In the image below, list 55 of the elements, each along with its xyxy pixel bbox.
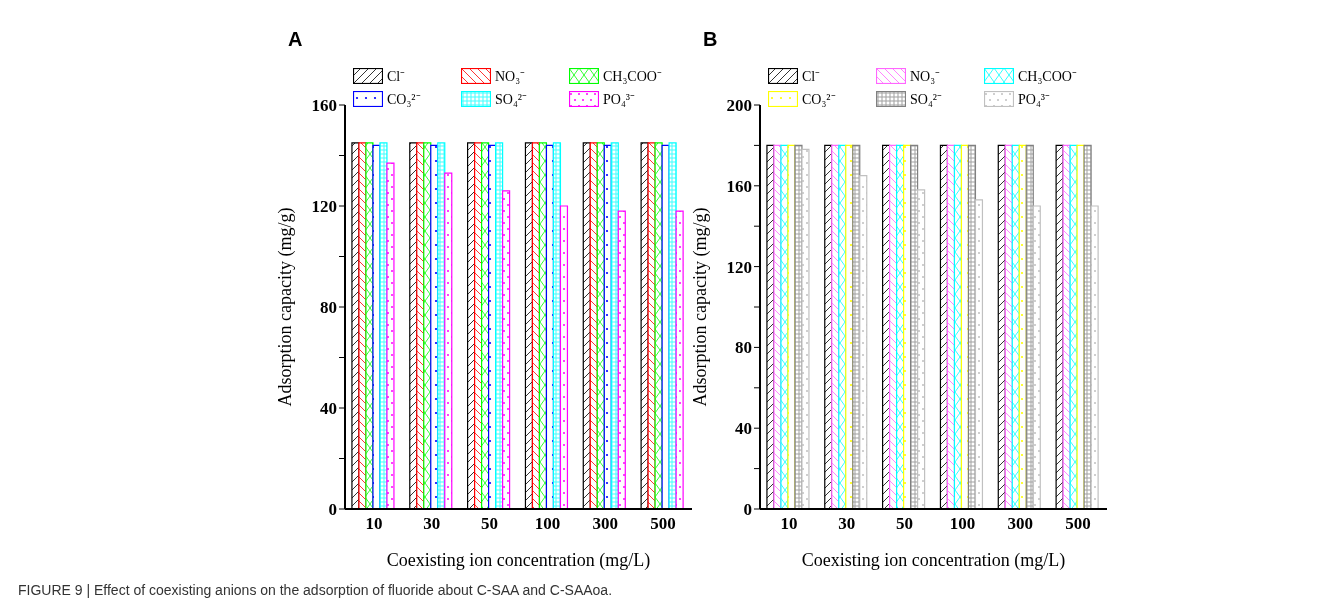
y-tick-label: 40 [320,399,337,419]
y-tick-label: 200 [726,96,752,116]
legend-label: CO₃²⁻ [387,91,421,108]
legend-label: CH₃COO⁻ [603,68,662,85]
x-tick-label: 50 [896,514,914,534]
bar [974,199,984,509]
y-axis-title: Adsorption capacity (mg/g) [690,207,712,407]
bar [917,189,926,509]
x-tick-label: 100 [534,514,561,534]
x-tick-label: 10 [780,514,798,534]
y-tick-label: 0 [743,500,752,520]
bar [801,148,810,509]
x-tick-label: 500 [650,514,676,534]
legend-label: NO₃⁻ [910,68,941,85]
legend-label: PO₄³⁻ [1018,91,1050,108]
legend-label: Cl⁻ [387,68,406,85]
x-axis-title: Coexisting ion concentration (mg/L) [801,550,1066,571]
x-tick-label: 30 [838,514,856,534]
y-tick-label: 160 [726,176,752,196]
bar [668,142,677,509]
legend-label: SO₄²⁻ [495,91,527,108]
bar [502,190,511,509]
x-axis-title: Coexisting ion concentration (mg/L) [386,550,651,571]
legend-label: Cl⁻ [802,68,821,85]
bar [859,175,868,509]
bar [1032,205,1041,509]
x-tick-label: 100 [949,514,976,534]
legend-label: NO₃⁻ [495,68,526,85]
y-tick-label: 80 [735,338,752,358]
x-tick-label: 50 [481,514,499,534]
y-tick-label: 120 [311,197,337,217]
x-tick-label: 30 [423,514,441,534]
bar [1090,205,1099,509]
y-tick-label: 80 [320,298,337,318]
legend-label: CH₃COO⁻ [1018,68,1077,85]
chart-title: A [288,28,303,51]
y-tick-label: 40 [735,419,752,439]
x-tick-label: 500 [1065,514,1091,534]
y-tick-label: 160 [311,96,337,116]
legend-label: CO₃²⁻ [802,91,836,108]
bar [444,172,453,509]
bar [559,205,569,509]
x-tick-label: 300 [1007,514,1033,534]
chart-title: B [703,28,718,51]
x-tick-label: 300 [592,514,618,534]
bar [617,210,626,509]
legend-label: PO₄³⁻ [603,91,635,108]
legend-label: SO₄²⁻ [910,91,942,108]
y-axis-title: Adsorption capacity (mg/g) [275,207,297,407]
caption: FIGURE 9 | Effect of coexisting anions on the adsorption of fluoride about C-SAA and C-SAAoa. [18,582,613,598]
bar [675,210,684,509]
y-tick-label: 120 [726,257,752,277]
x-tick-label: 10 [365,514,383,534]
y-tick-label: 0 [328,500,337,520]
bar [386,162,395,509]
